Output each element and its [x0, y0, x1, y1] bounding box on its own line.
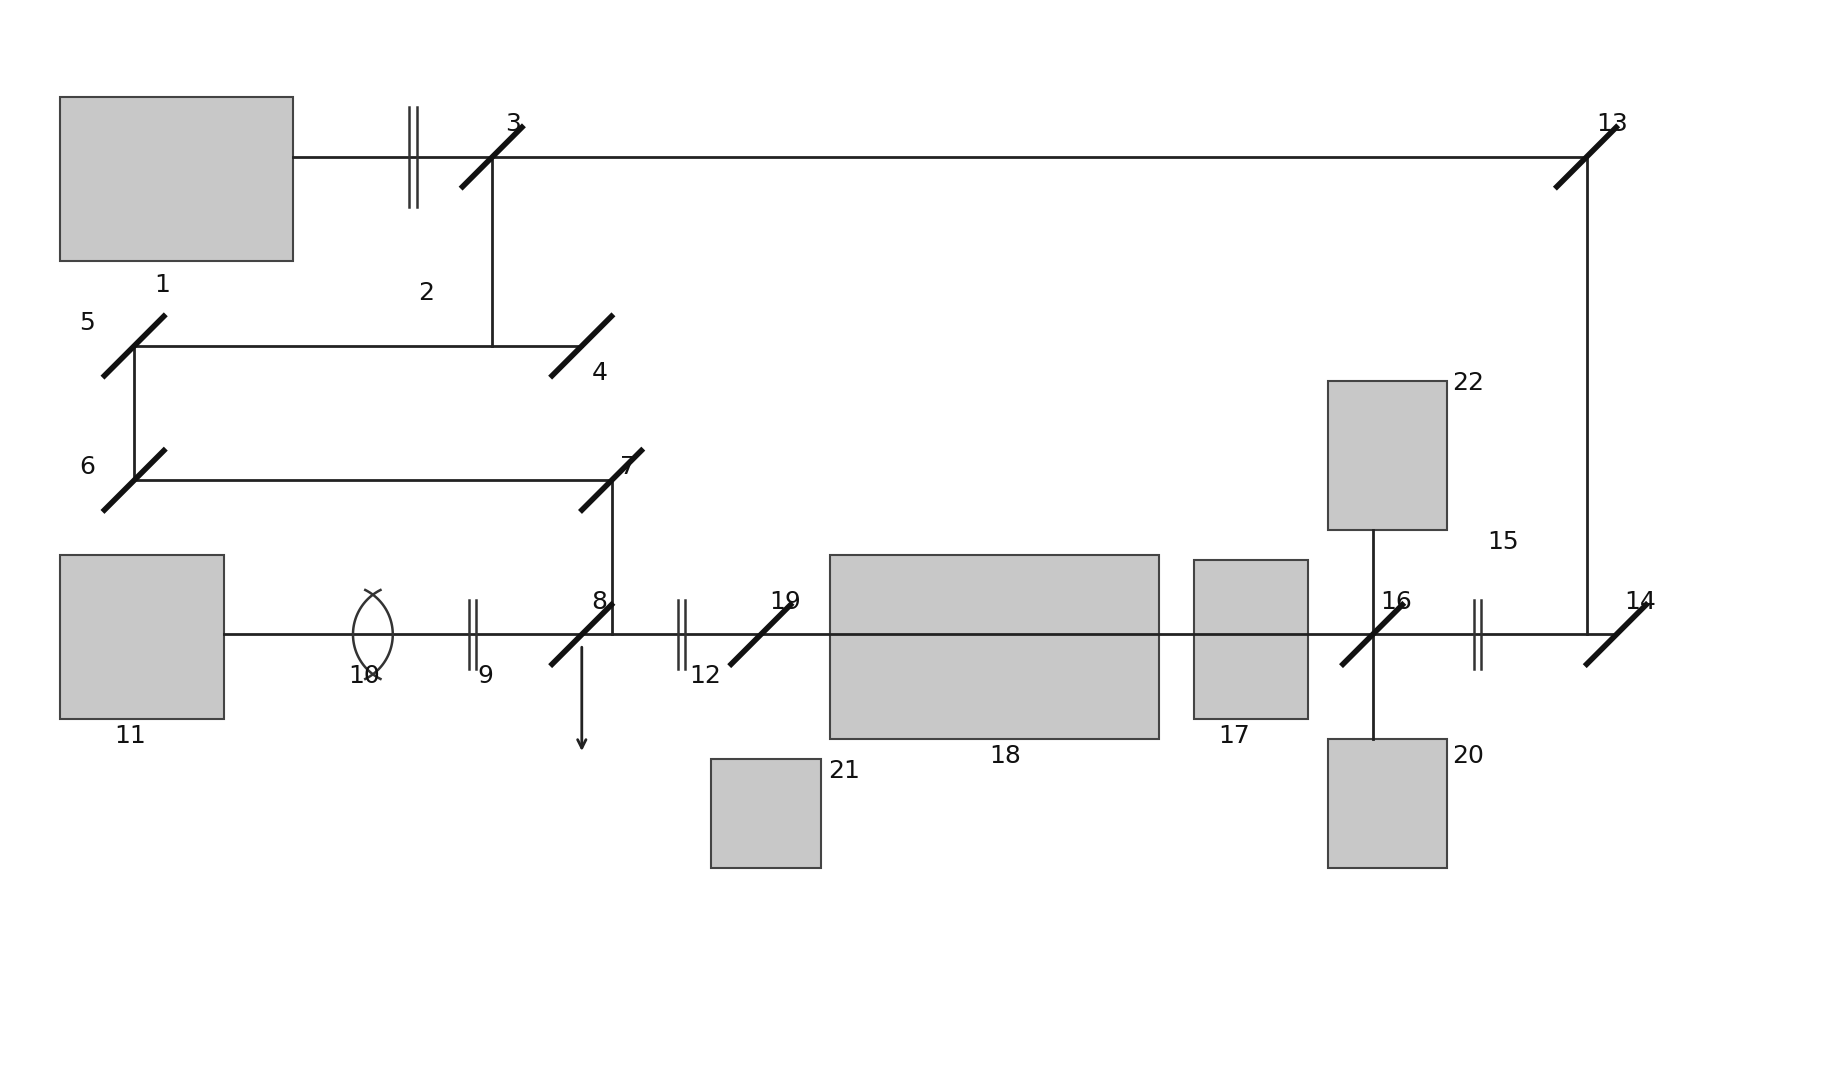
Text: 8: 8 — [591, 590, 608, 614]
Bar — [1194, 560, 1308, 719]
Bar — [1329, 739, 1447, 868]
Text: 17: 17 — [1218, 724, 1251, 748]
Text: 18: 18 — [991, 744, 1022, 768]
Bar — [59, 97, 294, 262]
Bar — [59, 555, 224, 719]
Text: 21: 21 — [828, 759, 861, 783]
Bar — [1329, 381, 1447, 530]
Text: 11: 11 — [115, 724, 146, 748]
Text: 5: 5 — [79, 311, 94, 335]
Bar — [830, 555, 1159, 739]
Text: 19: 19 — [769, 590, 800, 614]
Text: 15: 15 — [1488, 530, 1519, 554]
Text: 9: 9 — [477, 664, 493, 688]
Text: 20: 20 — [1453, 744, 1484, 768]
Text: 10: 10 — [347, 664, 379, 688]
Text: 2: 2 — [418, 281, 434, 305]
Text: 3: 3 — [505, 112, 521, 137]
Text: 4: 4 — [591, 361, 608, 384]
Text: 1: 1 — [153, 273, 170, 297]
Text: 6: 6 — [79, 455, 96, 480]
Text: 7: 7 — [619, 455, 636, 480]
Text: 12: 12 — [689, 664, 721, 688]
Text: 22: 22 — [1453, 371, 1484, 395]
Text: 16: 16 — [1380, 590, 1412, 614]
Text: 13: 13 — [1597, 112, 1628, 137]
Bar — [711, 759, 821, 868]
Text: 14: 14 — [1624, 590, 1656, 614]
